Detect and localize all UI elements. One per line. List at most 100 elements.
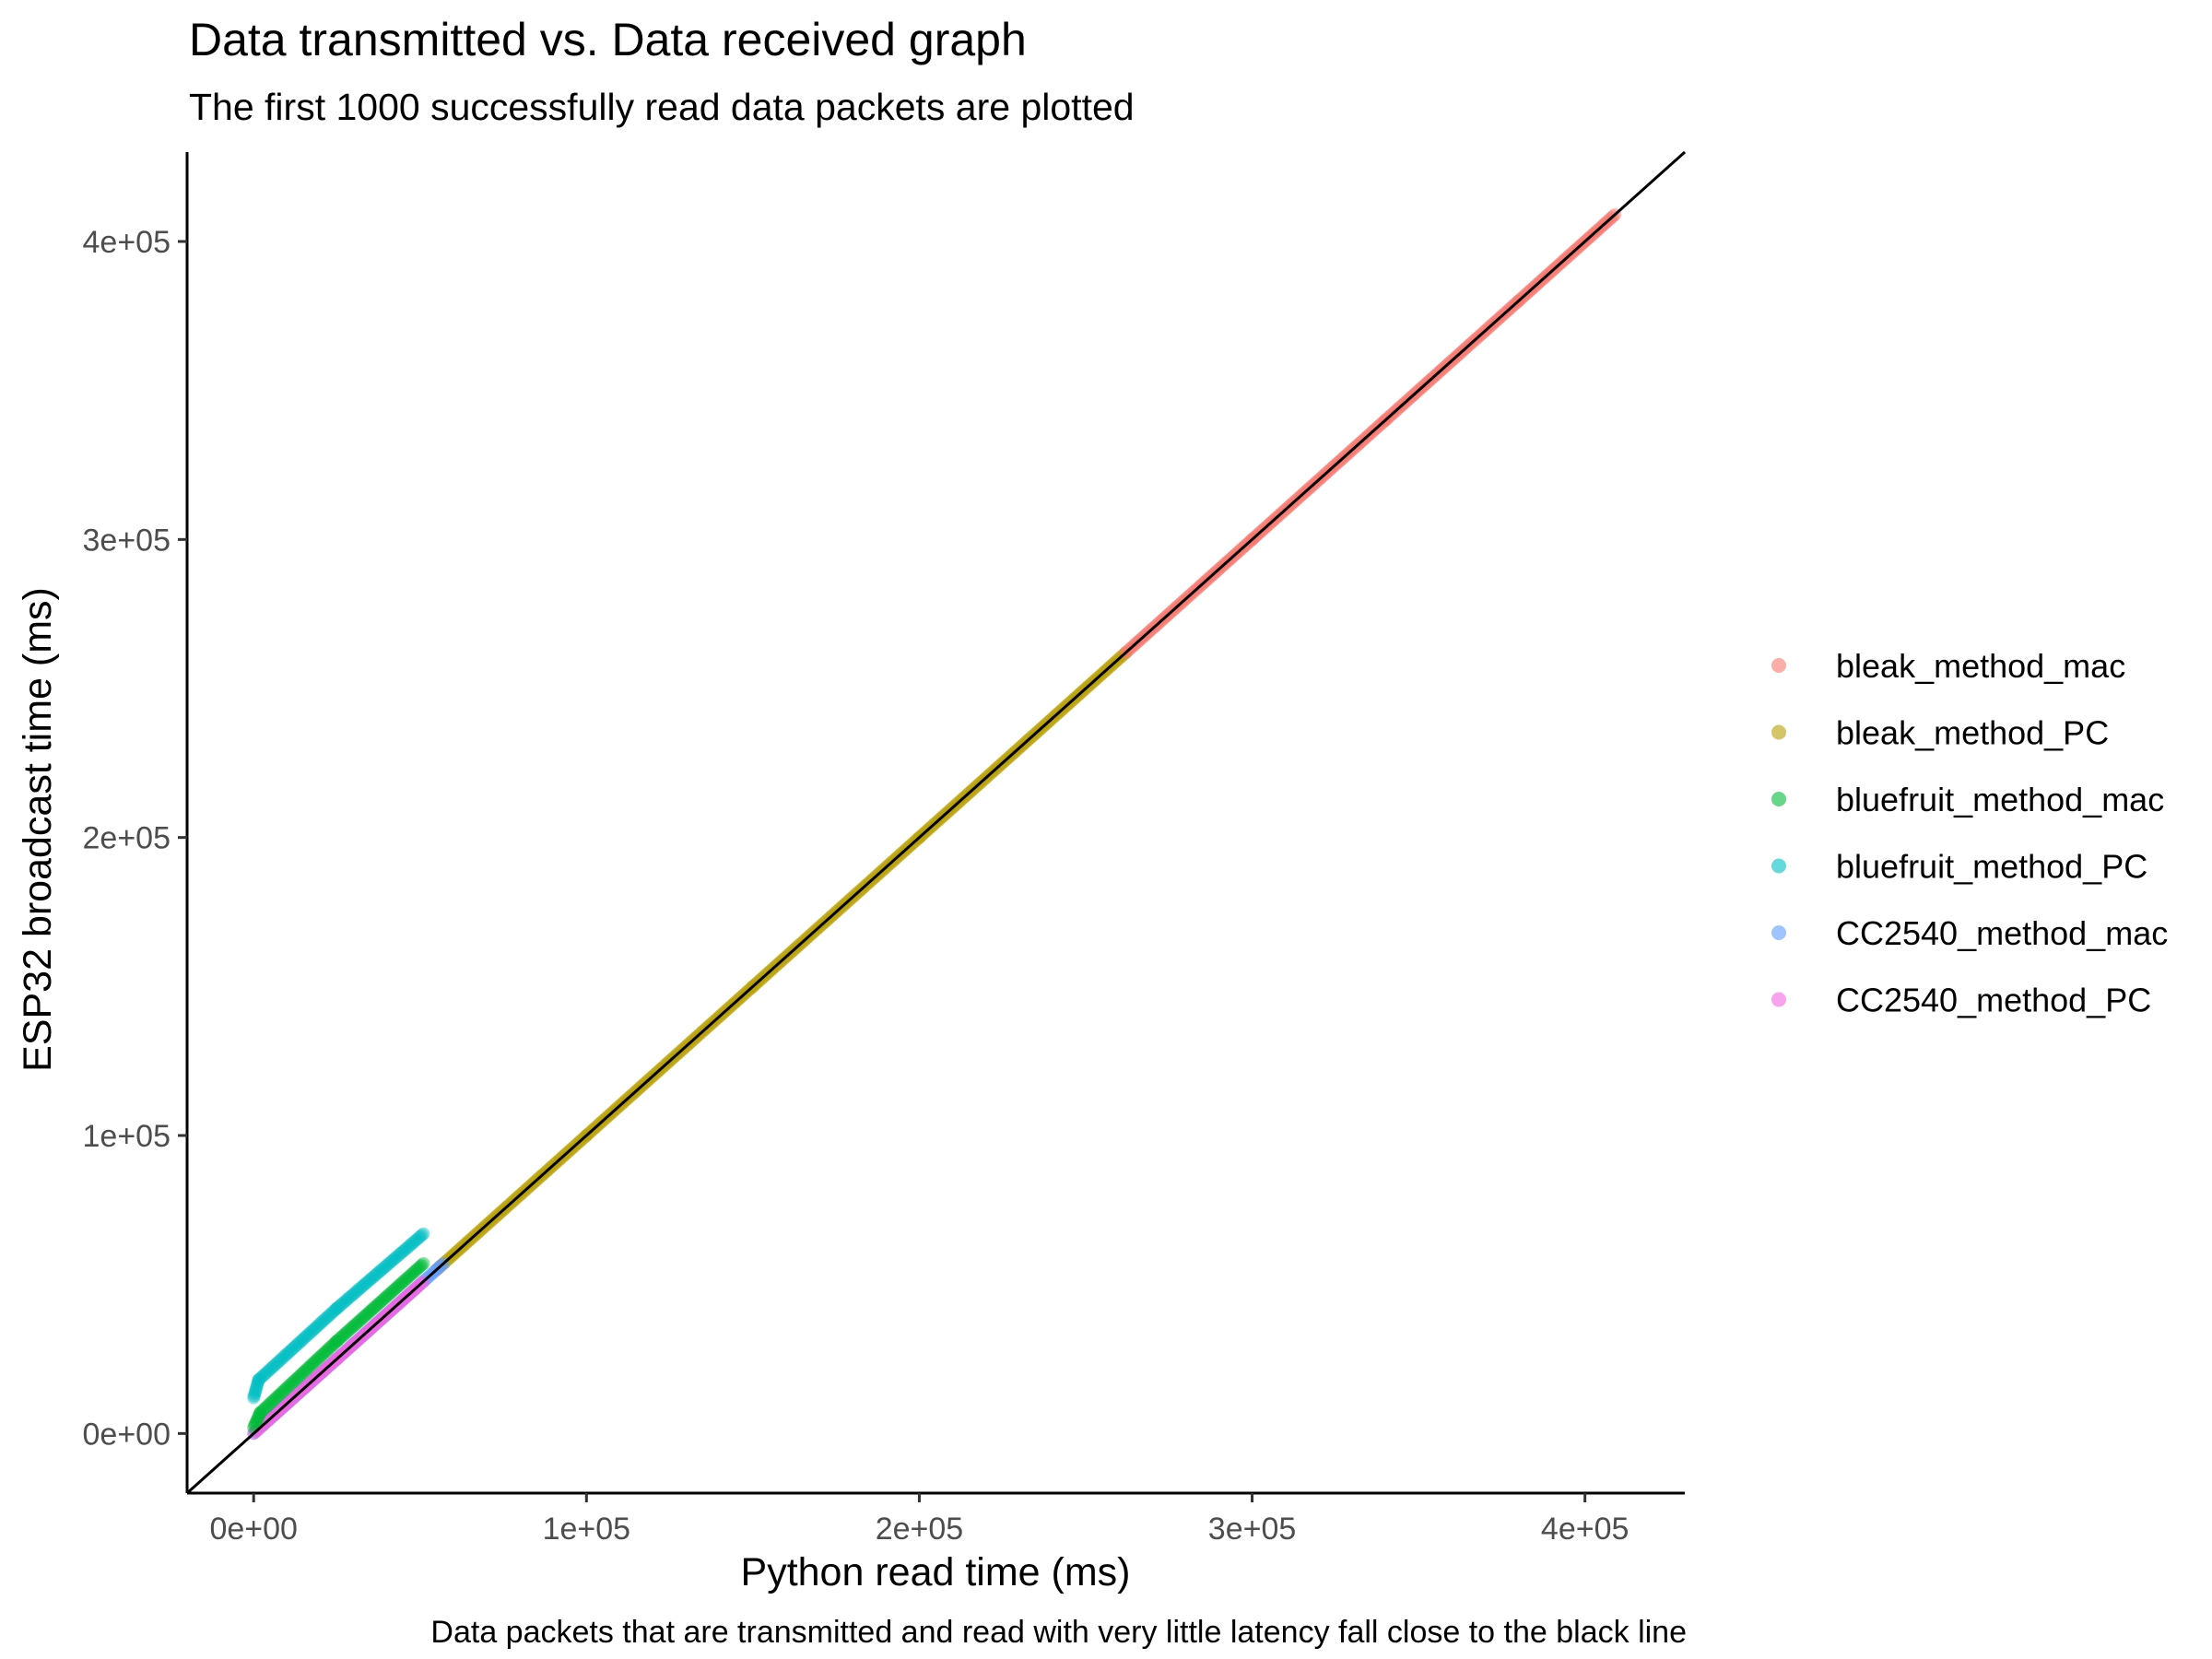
- data-point: [347, 1287, 361, 1300]
- data-point: [381, 1288, 394, 1302]
- data-point: [249, 1417, 262, 1430]
- data-point: [260, 1400, 274, 1413]
- data-point: [270, 1390, 284, 1404]
- data-point: [295, 1367, 309, 1381]
- data-point: [285, 1376, 299, 1390]
- legend-label: CC2540_method_mac: [1836, 914, 2168, 952]
- data-point: [334, 1299, 347, 1312]
- legend-item: bluefruit_method_mac: [1771, 781, 2164, 818]
- data-point: [309, 1355, 322, 1368]
- data-point: [381, 1258, 394, 1272]
- data-point: [250, 1413, 264, 1427]
- data-point: [356, 1312, 370, 1325]
- data-point: [264, 1396, 277, 1410]
- data-point: [368, 1300, 381, 1314]
- data-point: [386, 1284, 400, 1298]
- y-tick-label: 1e+05: [83, 1119, 171, 1154]
- legend-item: bleak_method_PC: [1771, 714, 2109, 752]
- data-point: [387, 1253, 401, 1266]
- data-point: [253, 1371, 267, 1385]
- data-point: [253, 1406, 267, 1419]
- data-point: [249, 1415, 263, 1429]
- data-point: [393, 1278, 406, 1292]
- data-point: [383, 1255, 397, 1269]
- data-point: [266, 1394, 280, 1407]
- data-point: [358, 1310, 371, 1324]
- data-point: [388, 1283, 402, 1297]
- data-point: [279, 1348, 293, 1362]
- data-point: [379, 1260, 393, 1274]
- data-point: [316, 1314, 330, 1327]
- data-point: [310, 1353, 324, 1367]
- data-point: [315, 1348, 329, 1362]
- data-point: [362, 1305, 376, 1319]
- data-point: [312, 1351, 325, 1365]
- data-point: [318, 1312, 332, 1326]
- data-point: [379, 1290, 393, 1304]
- data-point: [282, 1380, 296, 1393]
- data-point: [303, 1359, 317, 1373]
- data-point: [328, 1303, 342, 1317]
- data-point: [267, 1359, 281, 1372]
- data-point: [322, 1310, 335, 1323]
- data-point: [290, 1371, 304, 1385]
- data-point: [411, 1262, 425, 1275]
- data-point: [351, 1284, 364, 1298]
- data-point: [278, 1382, 292, 1396]
- data-point: [417, 1227, 430, 1241]
- data-point: [303, 1326, 316, 1340]
- data-point: [406, 1236, 420, 1250]
- data-point: [340, 1325, 354, 1339]
- data-point: [260, 1365, 274, 1379]
- data-point: [334, 1331, 347, 1345]
- x-tick-label: 4e+05: [1541, 1512, 1630, 1547]
- data-point: [330, 1335, 344, 1348]
- data-point: [330, 1301, 344, 1315]
- legend-label: bleak_method_PC: [1836, 714, 2109, 752]
- data-point: [347, 1319, 360, 1333]
- data-point: [371, 1298, 384, 1312]
- data-point: [250, 1381, 264, 1394]
- y-tick-label: 0e+00: [83, 1417, 171, 1452]
- data-point: [320, 1311, 334, 1324]
- data-point: [342, 1324, 356, 1337]
- data-point: [280, 1381, 294, 1394]
- chart-title: Data transmitted vs. Data received graph: [189, 14, 1027, 65]
- data-point: [250, 1379, 264, 1393]
- data-point: [417, 1257, 430, 1270]
- data-point: [394, 1277, 408, 1290]
- y-axis-ticks: 0e+00 1e+05 2e+05 3e+05 4e+05: [83, 225, 187, 1452]
- data-point: [282, 1345, 296, 1359]
- data-point: [308, 1322, 322, 1335]
- data-point: [332, 1333, 346, 1347]
- legend-label: bluefruit_method_mac: [1836, 781, 2164, 818]
- data-point: [413, 1230, 427, 1243]
- legend-item: bluefruit_method_PC: [1771, 848, 2147, 886]
- data-point: [356, 1279, 370, 1293]
- data-point: [306, 1324, 320, 1337]
- data-point: [292, 1370, 305, 1383]
- x-axis-ticks: 0e+00 1e+05 2e+05 3e+05 4e+05: [209, 1493, 1629, 1547]
- data-point: [292, 1335, 306, 1349]
- data-point: [305, 1358, 319, 1371]
- data-point: [401, 1270, 415, 1284]
- data-point: [328, 1335, 342, 1349]
- data-point: [251, 1411, 265, 1425]
- data-point: [406, 1265, 420, 1279]
- data-point: [252, 1409, 265, 1423]
- chart-caption: Data packets that are transmitted and re…: [430, 1615, 1687, 1650]
- data-point: [335, 1330, 348, 1344]
- data-point: [397, 1243, 411, 1257]
- data-point: [293, 1369, 307, 1382]
- data-point: [313, 1350, 327, 1363]
- data-point: [299, 1364, 312, 1378]
- data-point: [307, 1356, 321, 1370]
- data-point: [408, 1265, 422, 1278]
- data-point: [286, 1342, 300, 1356]
- legend-label: bleak_method_mac: [1836, 647, 2125, 685]
- data-point: [363, 1273, 377, 1287]
- data-point: [346, 1288, 359, 1301]
- legend-key: [1771, 724, 1786, 740]
- y-tick-label: 3e+05: [83, 523, 171, 558]
- data-point: [391, 1279, 405, 1293]
